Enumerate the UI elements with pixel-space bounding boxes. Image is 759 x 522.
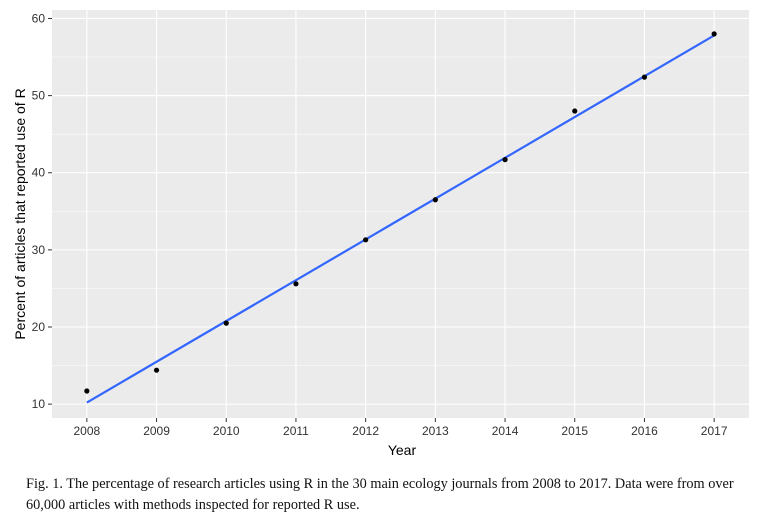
x-tick-label: 2015 xyxy=(561,424,588,438)
data-point xyxy=(223,320,229,326)
data-point xyxy=(432,197,438,203)
grid-major xyxy=(52,10,749,418)
data-point xyxy=(363,237,369,243)
y-tick-label: 60 xyxy=(32,11,46,25)
y-tick-label: 30 xyxy=(32,243,46,257)
x-tick-label: 2013 xyxy=(422,424,449,438)
x-tick-label: 2016 xyxy=(631,424,658,438)
grid-minor xyxy=(52,56,749,366)
y-tick-label: 40 xyxy=(32,166,46,180)
x-tick-label: 2017 xyxy=(701,424,728,438)
y-axis: 10 20 30 40 50 60 xyxy=(32,11,52,411)
y-tick-label: 20 xyxy=(32,320,46,334)
x-tick-label: 2010 xyxy=(213,424,240,438)
chart: 2008 2009 2010 2011 2012 2013 2014 2015 2016 2017… xyxy=(12,10,749,458)
figure-caption: Fig. 1. The percentage of research artic… xyxy=(26,476,734,513)
data-point xyxy=(293,281,299,287)
x-tick-label: 2008 xyxy=(73,424,100,438)
y-tick-label: 50 xyxy=(32,89,46,103)
data-point xyxy=(84,388,90,394)
data-point xyxy=(502,157,508,163)
points-layer xyxy=(84,31,717,394)
data-point xyxy=(572,108,578,114)
data-point xyxy=(641,74,648,80)
x-tick-label: 2011 xyxy=(283,424,309,438)
x-axis: 2008 2009 2010 2011 2012 2013 2014 2015 2016 2017 xyxy=(73,418,728,438)
x-tick-label: 2014 xyxy=(492,424,519,438)
trend-layer xyxy=(86,34,715,404)
y-axis-title: Percent of articles that reported use of… xyxy=(12,88,28,339)
plot-panel xyxy=(52,10,749,418)
x-tick-label: 2009 xyxy=(143,424,170,438)
data-point xyxy=(153,367,160,373)
y-tick-label: 10 xyxy=(32,397,46,411)
x-tick-label: 2012 xyxy=(352,424,379,438)
x-axis-title: Year xyxy=(388,442,417,458)
trend-line xyxy=(86,34,715,404)
data-point xyxy=(711,31,717,37)
